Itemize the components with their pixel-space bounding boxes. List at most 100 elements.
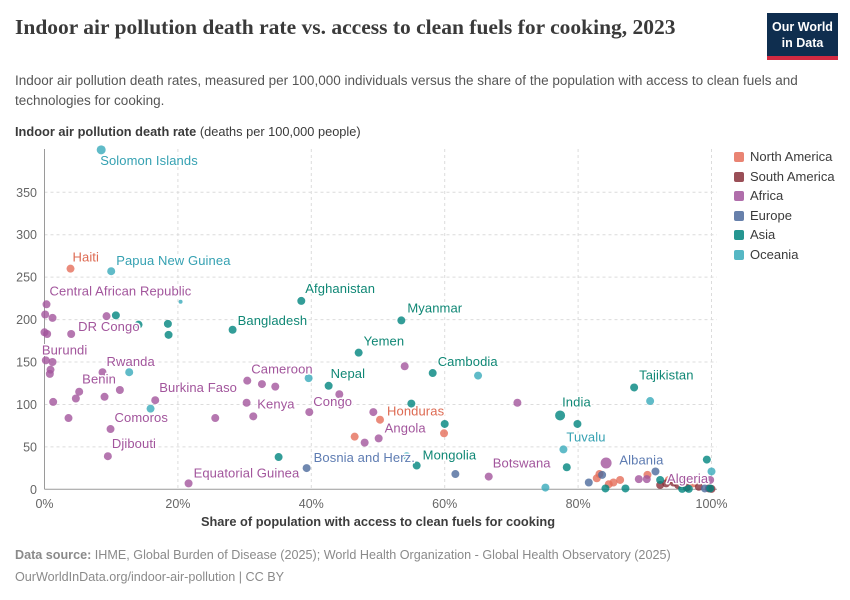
data-point[interactable] <box>64 414 73 423</box>
data-point[interactable] <box>451 470 460 479</box>
data-point[interactable] <box>102 312 111 321</box>
data-point[interactable] <box>573 419 582 428</box>
legend-item-asia[interactable]: Asia <box>734 228 835 242</box>
owid-logo-line1: Our World <box>772 20 833 34</box>
data-point[interactable] <box>646 397 655 406</box>
data-point-papua-new-guinea[interactable] <box>107 267 116 276</box>
data-point-rwanda[interactable] <box>98 368 107 377</box>
data-point[interactable] <box>111 311 120 320</box>
data-point[interactable] <box>115 386 124 395</box>
data-point[interactable] <box>706 484 715 493</box>
legend-item-south-america[interactable]: South America <box>734 169 835 184</box>
data-point[interactable] <box>45 369 54 378</box>
data-point[interactable] <box>662 479 671 488</box>
data-point[interactable] <box>598 470 607 479</box>
data-point-botswana[interactable] <box>484 472 493 481</box>
data-point[interactable] <box>48 358 57 367</box>
data-point-india[interactable] <box>555 410 566 421</box>
data-point-solomon-islands[interactable] <box>96 145 106 155</box>
data-point-algeria[interactable] <box>706 475 715 484</box>
data-point[interactable] <box>678 477 687 486</box>
data-point[interactable] <box>360 438 369 447</box>
data-point-benin[interactable] <box>75 387 84 396</box>
data-point[interactable] <box>440 419 449 428</box>
data-point-burkina-faso[interactable] <box>151 396 160 405</box>
data-point[interactable] <box>304 374 313 383</box>
data-point-tajikistan[interactable] <box>630 383 639 392</box>
data-point[interactable] <box>707 467 716 476</box>
legend-item-europe[interactable]: Europe <box>734 208 835 223</box>
country-label: Central African Republic <box>50 283 192 298</box>
data-point[interactable] <box>656 475 665 484</box>
legend-item-north-america[interactable]: North America <box>734 150 835 164</box>
data-point[interactable] <box>678 484 687 493</box>
data-point[interactable] <box>242 398 251 407</box>
data-point[interactable] <box>684 484 693 493</box>
data-point[interactable] <box>350 432 359 441</box>
legend-item-africa[interactable]: Africa <box>734 189 835 203</box>
data-point[interactable] <box>41 310 50 319</box>
data-point[interactable] <box>100 392 109 401</box>
data-point[interactable] <box>407 399 416 408</box>
data-point-yemen[interactable] <box>354 348 363 357</box>
data-point-myanmar[interactable] <box>397 316 406 325</box>
legend-item-oceania[interactable]: Oceania <box>734 247 835 262</box>
data-point-tuvalu[interactable] <box>559 445 568 454</box>
data-point[interactable] <box>440 429 449 438</box>
data-point-albania[interactable] <box>651 467 660 476</box>
country-label: Solomon Islands <box>100 153 198 168</box>
data-point[interactable] <box>211 414 220 423</box>
data-point-equatorial-guinea[interactable] <box>184 479 193 488</box>
data-point[interactable] <box>402 452 411 461</box>
data-point-honduras[interactable] <box>376 415 385 424</box>
data-point[interactable] <box>694 482 703 491</box>
data-point[interactable] <box>134 320 143 329</box>
data-point[interactable] <box>642 475 651 484</box>
data-point-central-african-republic[interactable] <box>42 300 51 309</box>
data-point-haiti[interactable] <box>66 264 75 273</box>
data-point[interactable] <box>43 330 52 339</box>
data-point[interactable] <box>271 382 280 391</box>
data-point[interactable] <box>71 394 80 403</box>
data-point[interactable] <box>335 390 344 399</box>
data-point[interactable] <box>634 475 643 484</box>
data-point[interactable] <box>616 475 625 484</box>
data-point[interactable] <box>163 319 172 328</box>
data-point[interactable] <box>146 404 155 413</box>
data-point-cameroon[interactable] <box>243 376 252 385</box>
data-point[interactable] <box>601 484 610 493</box>
data-point-afghanistan[interactable] <box>297 296 306 305</box>
page-title: Indoor air pollution death rate vs. acce… <box>15 15 676 39</box>
data-point[interactable] <box>274 453 283 462</box>
data-point-bosnia-and-herz-[interactable] <box>302 464 311 473</box>
data-point-bangladesh[interactable] <box>228 325 237 334</box>
data-point[interactable] <box>400 362 409 371</box>
data-point-mongolia[interactable] <box>412 461 421 470</box>
data-point-kenya[interactable] <box>249 412 258 421</box>
data-point[interactable] <box>562 463 571 472</box>
data-point[interactable] <box>474 371 483 380</box>
data-point-nepal[interactable] <box>324 381 333 390</box>
data-point-dr-congo[interactable] <box>67 330 76 339</box>
data-point-cambodia[interactable] <box>428 369 437 378</box>
data-point[interactable] <box>621 484 630 493</box>
data-point[interactable] <box>609 478 618 487</box>
data-point-congo[interactable] <box>305 408 314 417</box>
data-point[interactable] <box>541 483 550 492</box>
data-point[interactable] <box>584 478 593 487</box>
data-point-comoros[interactable] <box>106 425 115 434</box>
data-point[interactable] <box>125 368 134 377</box>
data-point[interactable] <box>49 397 58 406</box>
data-point[interactable] <box>257 380 266 389</box>
data-point[interactable] <box>702 455 711 464</box>
data-point[interactable] <box>178 299 183 304</box>
data-point[interactable] <box>513 398 522 407</box>
data-point-djibouti[interactable] <box>103 452 112 461</box>
data-point-burundi[interactable] <box>41 356 50 365</box>
data-point[interactable] <box>369 408 378 417</box>
data-point[interactable] <box>48 313 57 322</box>
data-point[interactable] <box>600 457 612 469</box>
data-point[interactable] <box>164 330 173 339</box>
data-point-angola[interactable] <box>374 434 383 443</box>
